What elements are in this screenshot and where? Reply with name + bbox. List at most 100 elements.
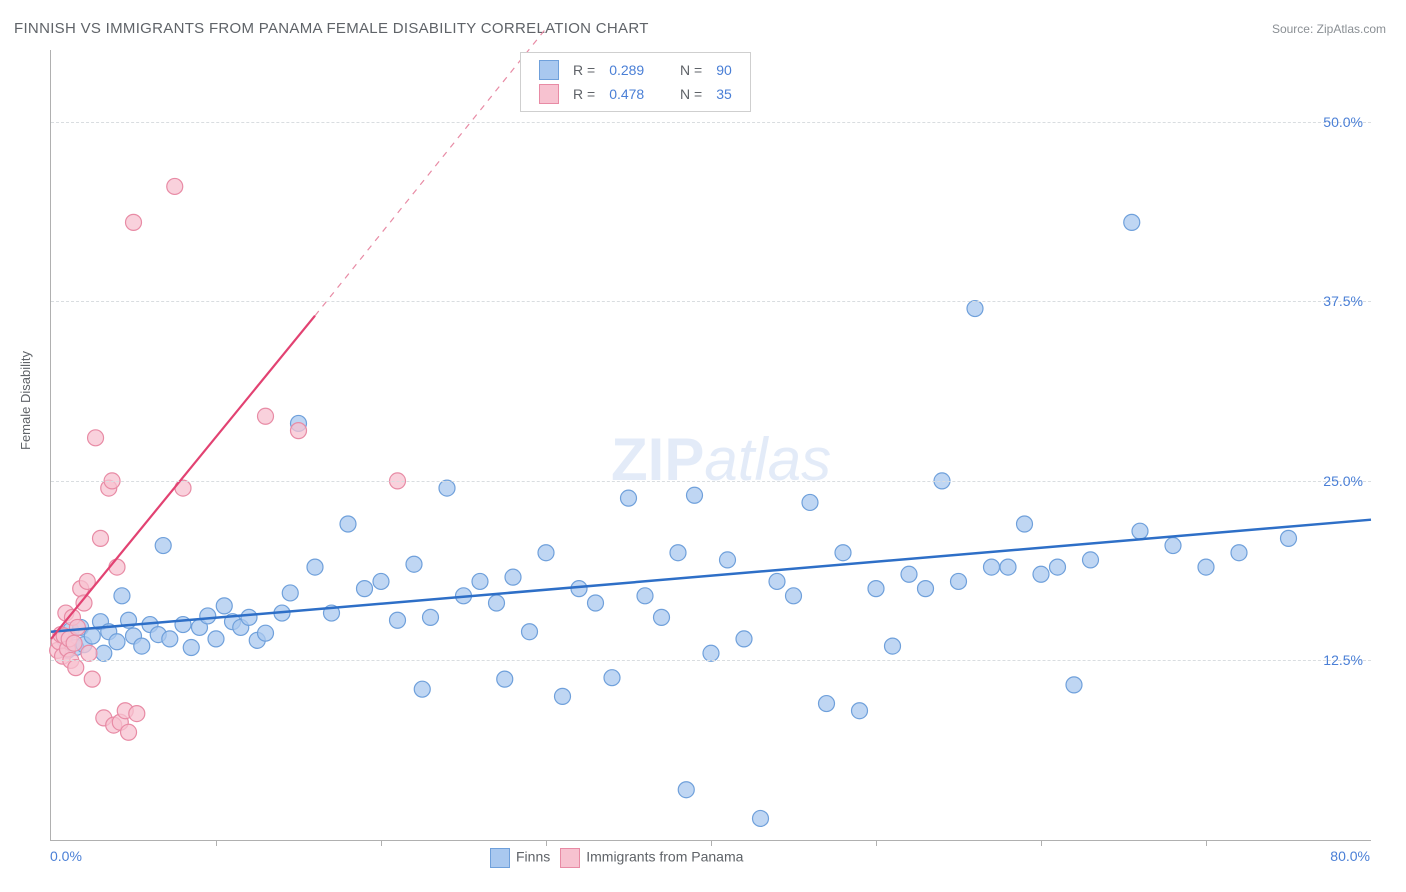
data-point [852, 703, 868, 719]
data-point [121, 724, 137, 740]
data-point [1281, 530, 1297, 546]
legend-swatch [539, 84, 559, 104]
y-tick-label: 25.0% [1293, 473, 1363, 489]
data-point [835, 545, 851, 561]
data-point [621, 490, 637, 506]
legend-r-value: 0.289 [603, 59, 650, 81]
x-tick [876, 840, 877, 846]
data-point [96, 645, 112, 661]
data-point [1083, 552, 1099, 568]
data-point [155, 538, 171, 554]
data-point [241, 609, 257, 625]
data-point [753, 810, 769, 826]
data-point [703, 645, 719, 661]
data-point [69, 619, 85, 635]
plot-area: ZIPatlas 12.5%25.0%37.5%50.0% [50, 50, 1371, 841]
data-point [129, 706, 145, 722]
data-point [423, 609, 439, 625]
legend-n-value: 90 [710, 59, 738, 81]
y-tick-label: 12.5% [1293, 652, 1363, 668]
data-point [126, 214, 142, 230]
data-point [984, 559, 1000, 575]
data-point [1017, 516, 1033, 532]
data-point [654, 609, 670, 625]
data-point [208, 631, 224, 647]
data-point [1231, 545, 1247, 561]
data-point [670, 545, 686, 561]
data-point [390, 612, 406, 628]
data-point [167, 178, 183, 194]
x-axis-min-label: 0.0% [50, 848, 82, 864]
legend-correlation: R =0.289 N =90R =0.478 N =35 [520, 52, 751, 112]
data-point [1033, 566, 1049, 582]
gridline-h [51, 122, 1371, 123]
data-point [414, 681, 430, 697]
chart-title: FINNISH VS IMMIGRANTS FROM PANAMA FEMALE… [14, 20, 649, 37]
data-point [868, 581, 884, 597]
data-point [604, 670, 620, 686]
data-point [901, 566, 917, 582]
gridline-h [51, 660, 1371, 661]
data-point [1132, 523, 1148, 539]
data-point [1000, 559, 1016, 575]
data-point [282, 585, 298, 601]
data-point [258, 625, 274, 641]
data-point [340, 516, 356, 532]
data-point [291, 423, 307, 439]
data-point [258, 408, 274, 424]
legend-n-value: 35 [710, 83, 738, 105]
trend-line [51, 316, 315, 639]
data-point [114, 588, 130, 604]
data-point [84, 628, 100, 644]
legend-swatch [490, 848, 510, 868]
data-point [373, 573, 389, 589]
legend-item: Finns [490, 848, 550, 868]
source-label: Source: ZipAtlas.com [1272, 22, 1386, 36]
legend-r-value: 0.478 [603, 83, 650, 105]
x-tick [711, 840, 712, 846]
x-tick [381, 840, 382, 846]
gridline-h [51, 301, 1371, 302]
data-point [489, 595, 505, 611]
data-point [68, 660, 84, 676]
data-point [720, 552, 736, 568]
y-axis-label: Female Disability [18, 351, 33, 450]
x-axis-max-label: 80.0% [1330, 848, 1370, 864]
legend-correlation-table: R =0.289 N =90R =0.478 N =35 [531, 57, 740, 107]
data-point [555, 688, 571, 704]
y-tick-label: 50.0% [1293, 114, 1363, 130]
data-point [951, 573, 967, 589]
legend-corr-row: R =0.478 N =35 [533, 83, 738, 105]
data-point [678, 782, 694, 798]
chart-svg [51, 50, 1371, 840]
y-tick-label: 37.5% [1293, 293, 1363, 309]
data-point [81, 645, 97, 661]
x-tick [546, 840, 547, 846]
data-point [1198, 559, 1214, 575]
data-point [786, 588, 802, 604]
data-point [88, 430, 104, 446]
data-point [497, 671, 513, 687]
legend-label: Immigrants from Panama [586, 849, 743, 865]
legend-r-label: R = [567, 83, 601, 105]
legend-bottom: Finns Immigrants from Panama [490, 848, 743, 868]
data-point [1050, 559, 1066, 575]
legend-n-label: N = [674, 59, 708, 81]
x-tick [1206, 840, 1207, 846]
data-point [918, 581, 934, 597]
data-point [93, 530, 109, 546]
data-point [162, 631, 178, 647]
data-point [885, 638, 901, 654]
legend-r-label: R = [567, 59, 601, 81]
data-point [588, 595, 604, 611]
x-tick [216, 840, 217, 846]
gridline-h [51, 481, 1371, 482]
data-point [522, 624, 538, 640]
data-point [216, 598, 232, 614]
data-point [183, 640, 199, 656]
data-point [109, 634, 125, 650]
data-point [1165, 538, 1181, 554]
data-point [66, 635, 82, 651]
data-point [200, 608, 216, 624]
trend-line [51, 520, 1371, 632]
